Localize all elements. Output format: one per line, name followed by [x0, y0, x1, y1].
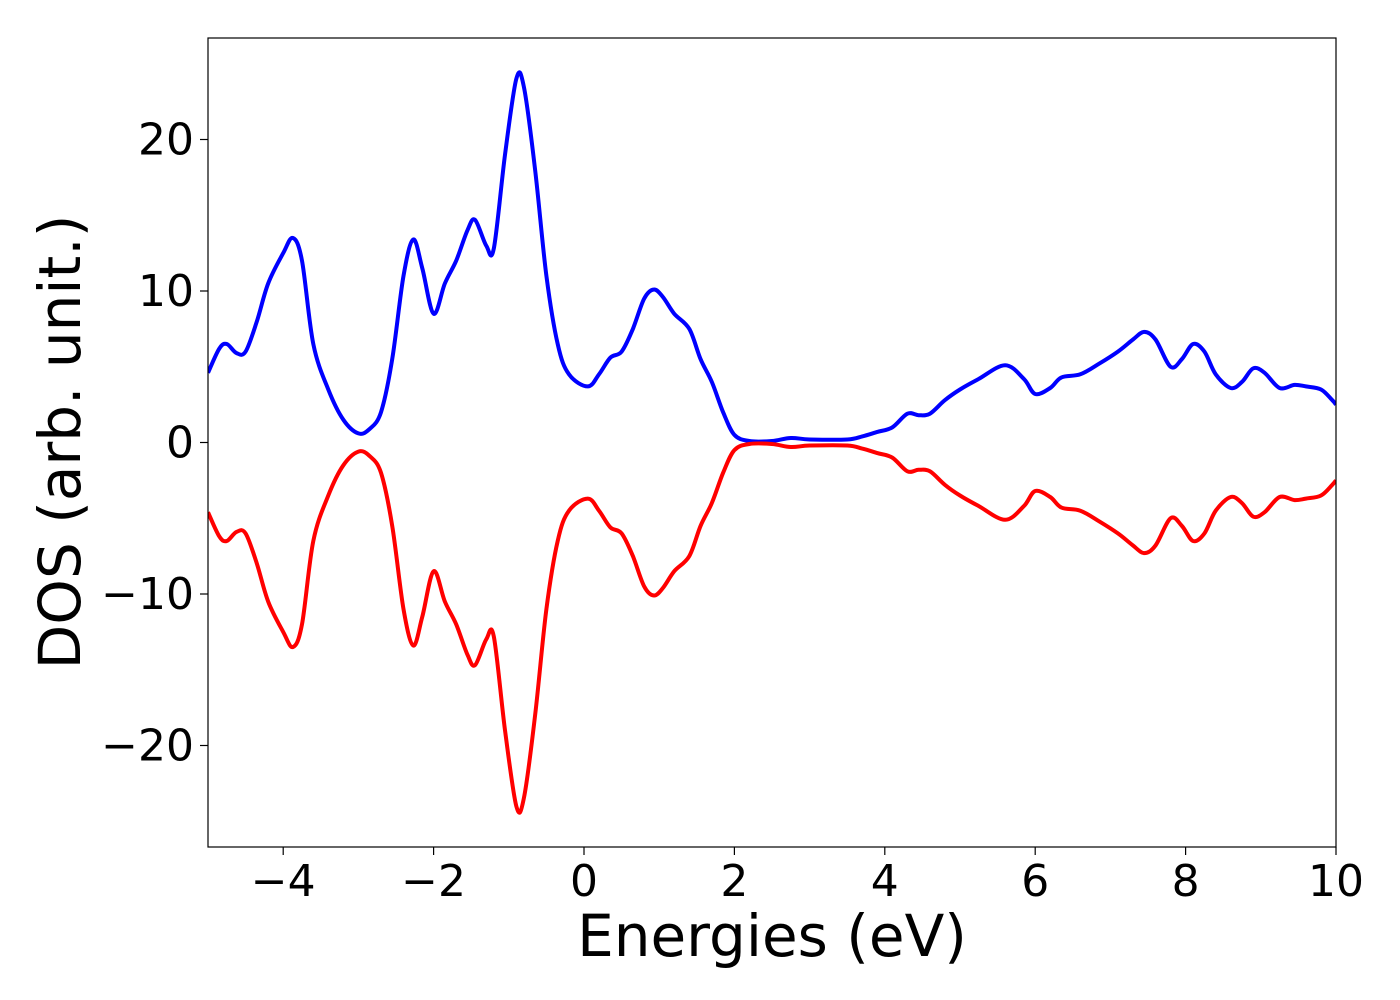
- x-tick-label: 8: [1172, 856, 1200, 907]
- series-line-2: [208, 441, 1336, 815]
- x-tick-label: −2: [401, 856, 466, 907]
- y-axis-label: DOS (arb. unit.): [26, 215, 94, 670]
- y-tick-label: 20: [138, 115, 194, 166]
- x-tick-label: 4: [871, 856, 899, 907]
- y-tick-label: −20: [101, 720, 194, 771]
- y-axis: 20 10 0 −10 −20: [101, 115, 208, 771]
- x-tick-label: 6: [1021, 856, 1049, 907]
- x-tick-label: −4: [251, 856, 316, 907]
- x-tick-label: 0: [570, 856, 598, 907]
- y-tick-label: 10: [138, 266, 194, 317]
- x-axis-label: Energies (eV): [577, 902, 967, 970]
- y-tick-label: −10: [101, 569, 194, 620]
- series-line-1: [208, 70, 1336, 444]
- y-tick-label: 0: [166, 418, 194, 469]
- x-axis: −4 −2 0 2 4 6 8 10: [251, 847, 1364, 907]
- series-layer: [208, 70, 1336, 815]
- x-tick-label: 2: [720, 856, 748, 907]
- x-tick-label: 10: [1308, 856, 1364, 907]
